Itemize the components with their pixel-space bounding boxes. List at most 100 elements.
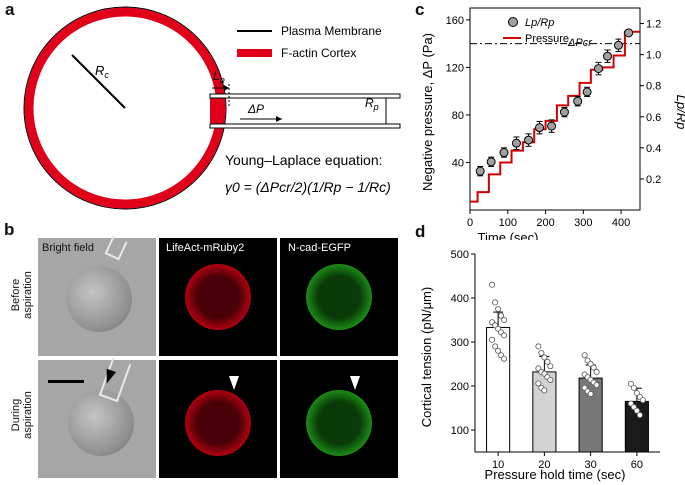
c-data-point xyxy=(603,51,613,61)
c-y2label: Lp/Rp xyxy=(674,95,685,130)
cortex-bleb xyxy=(210,94,226,126)
c-data-point xyxy=(559,107,569,117)
c-y2tick-label: 1.2 xyxy=(646,19,661,31)
d-data-point xyxy=(538,350,545,357)
d-data-point xyxy=(633,407,640,414)
d-ytick-label: 400 xyxy=(451,293,469,305)
column-title-brightfield: Bright field xyxy=(42,242,94,254)
chart-cortical-tension: 100 200 300 400 500 10 20 30 60 Pressure hold ti… xyxy=(419,249,660,482)
d-data-point xyxy=(590,364,597,371)
c-ylabel: Negative pressure, ΔP (Pa) xyxy=(420,33,435,191)
image-lifeact-during xyxy=(159,360,277,478)
rc-label: Rc xyxy=(95,63,109,80)
d-data-point xyxy=(498,312,505,319)
c-xtick-label: 300 xyxy=(574,217,592,229)
c-y2tick-label: 0.4 xyxy=(646,143,661,155)
c-legend-lprp: Lp/Rp xyxy=(525,17,554,29)
d-xtick-label: 60 xyxy=(631,459,643,471)
d-bar xyxy=(486,326,511,453)
d-data-point xyxy=(593,368,600,375)
c-data-point xyxy=(613,40,623,50)
c-data-point xyxy=(475,166,485,176)
d-data-point xyxy=(593,382,600,389)
chart-pressure-time: 0 100 200 300 400 40 80 120 160 0.2 0.4 0.6 0.8 1.0 1.… xyxy=(420,7,685,240)
image-ncad-before xyxy=(280,238,398,356)
image-ncad-during xyxy=(280,360,398,478)
image-brightfield-before xyxy=(38,235,156,356)
micropipette xyxy=(209,93,401,129)
c-xtick-label: 0 xyxy=(467,217,473,229)
d-data-point xyxy=(630,384,637,391)
d-xtick-label: 30 xyxy=(585,459,597,471)
cell-brightfield xyxy=(66,266,132,332)
d-data-point xyxy=(636,412,643,419)
d-data-point xyxy=(501,317,508,324)
c-ytick-label: 160 xyxy=(446,15,464,27)
d-data-point xyxy=(547,363,554,370)
d-data-point xyxy=(492,299,499,306)
d-data-point xyxy=(501,332,508,339)
d-data-point xyxy=(489,281,496,288)
c-y2tick-label: 0.8 xyxy=(646,81,661,93)
c-ytick-label: 40 xyxy=(452,157,464,169)
c-data-point xyxy=(573,96,583,106)
cell-green xyxy=(306,264,372,330)
d-ytick-label: 300 xyxy=(451,337,469,349)
rp-label: Rp xyxy=(365,96,379,112)
d-data-point xyxy=(495,347,502,354)
d-data-point xyxy=(535,380,542,387)
legend-membrane-label: Plasma Membrane xyxy=(281,24,382,38)
c-legend-marker xyxy=(508,17,518,27)
d-data-point xyxy=(639,397,646,404)
c-data-point xyxy=(593,64,603,74)
column-title-ncad: N-cad-EGFP xyxy=(288,242,351,254)
c-xlabel: Time (sec) xyxy=(478,230,539,240)
d-data-point xyxy=(489,336,496,343)
c-plot-frame xyxy=(469,7,641,211)
d-data-point xyxy=(581,352,588,359)
d-data-point xyxy=(541,387,548,394)
d-ytick-label: 500 xyxy=(451,249,469,261)
lp-label: Lp xyxy=(213,69,225,85)
c-ytick-label: 120 xyxy=(446,62,464,74)
dp-label: ΔP xyxy=(247,102,264,116)
d-xtick-label: 20 xyxy=(538,459,550,471)
c-data-point xyxy=(535,123,545,133)
d-data-point xyxy=(544,358,551,365)
membrane-ring xyxy=(23,6,227,210)
legend-cortex-label: F-actin Cortex xyxy=(281,46,356,60)
d-data-point xyxy=(501,355,508,362)
equation: γ0 = (ΔPcr/2)(1/Rp − 1/Rc) xyxy=(225,179,391,195)
cell-red xyxy=(185,264,251,330)
cell-brightfield xyxy=(68,390,134,456)
d-ytick-label: 100 xyxy=(451,425,469,437)
d-data-point xyxy=(587,390,594,397)
d-xtick-label: 10 xyxy=(492,459,504,471)
c-data-point xyxy=(499,148,509,158)
panel-letter-d: d xyxy=(415,222,426,241)
d-ytick-label: 200 xyxy=(451,381,469,393)
d-data-point xyxy=(633,390,640,397)
c-data-point xyxy=(524,135,534,145)
aspiration-schematic: Rc Lp ΔP Rp Plasma Membrane F-actin Cort… xyxy=(23,6,401,210)
d-data-point xyxy=(547,376,554,383)
c-data-point xyxy=(582,87,592,97)
image-lifeact-before xyxy=(159,238,277,356)
equation-title: Young–Laplace equation: xyxy=(225,152,383,168)
scale-bar xyxy=(48,380,84,383)
d-data-point xyxy=(495,306,502,313)
c-data-point xyxy=(547,121,557,131)
c-annotation: ΔPcr xyxy=(567,37,593,49)
d-data-point xyxy=(541,354,548,361)
c-y2tick-label: 1.0 xyxy=(646,50,661,62)
cell-red xyxy=(185,390,251,456)
c-pressure-step-line xyxy=(470,30,640,203)
c-xtick-label: 100 xyxy=(499,217,517,229)
c-y2tick-label: 0.6 xyxy=(646,112,661,124)
c-xtick-label: 200 xyxy=(536,217,554,229)
pipette-tip xyxy=(104,235,128,261)
arrowhead-marker xyxy=(229,376,239,390)
c-data-point xyxy=(511,138,521,148)
c-y2tick-label: 0.2 xyxy=(646,174,661,186)
panel-letter-a: a xyxy=(5,0,15,19)
